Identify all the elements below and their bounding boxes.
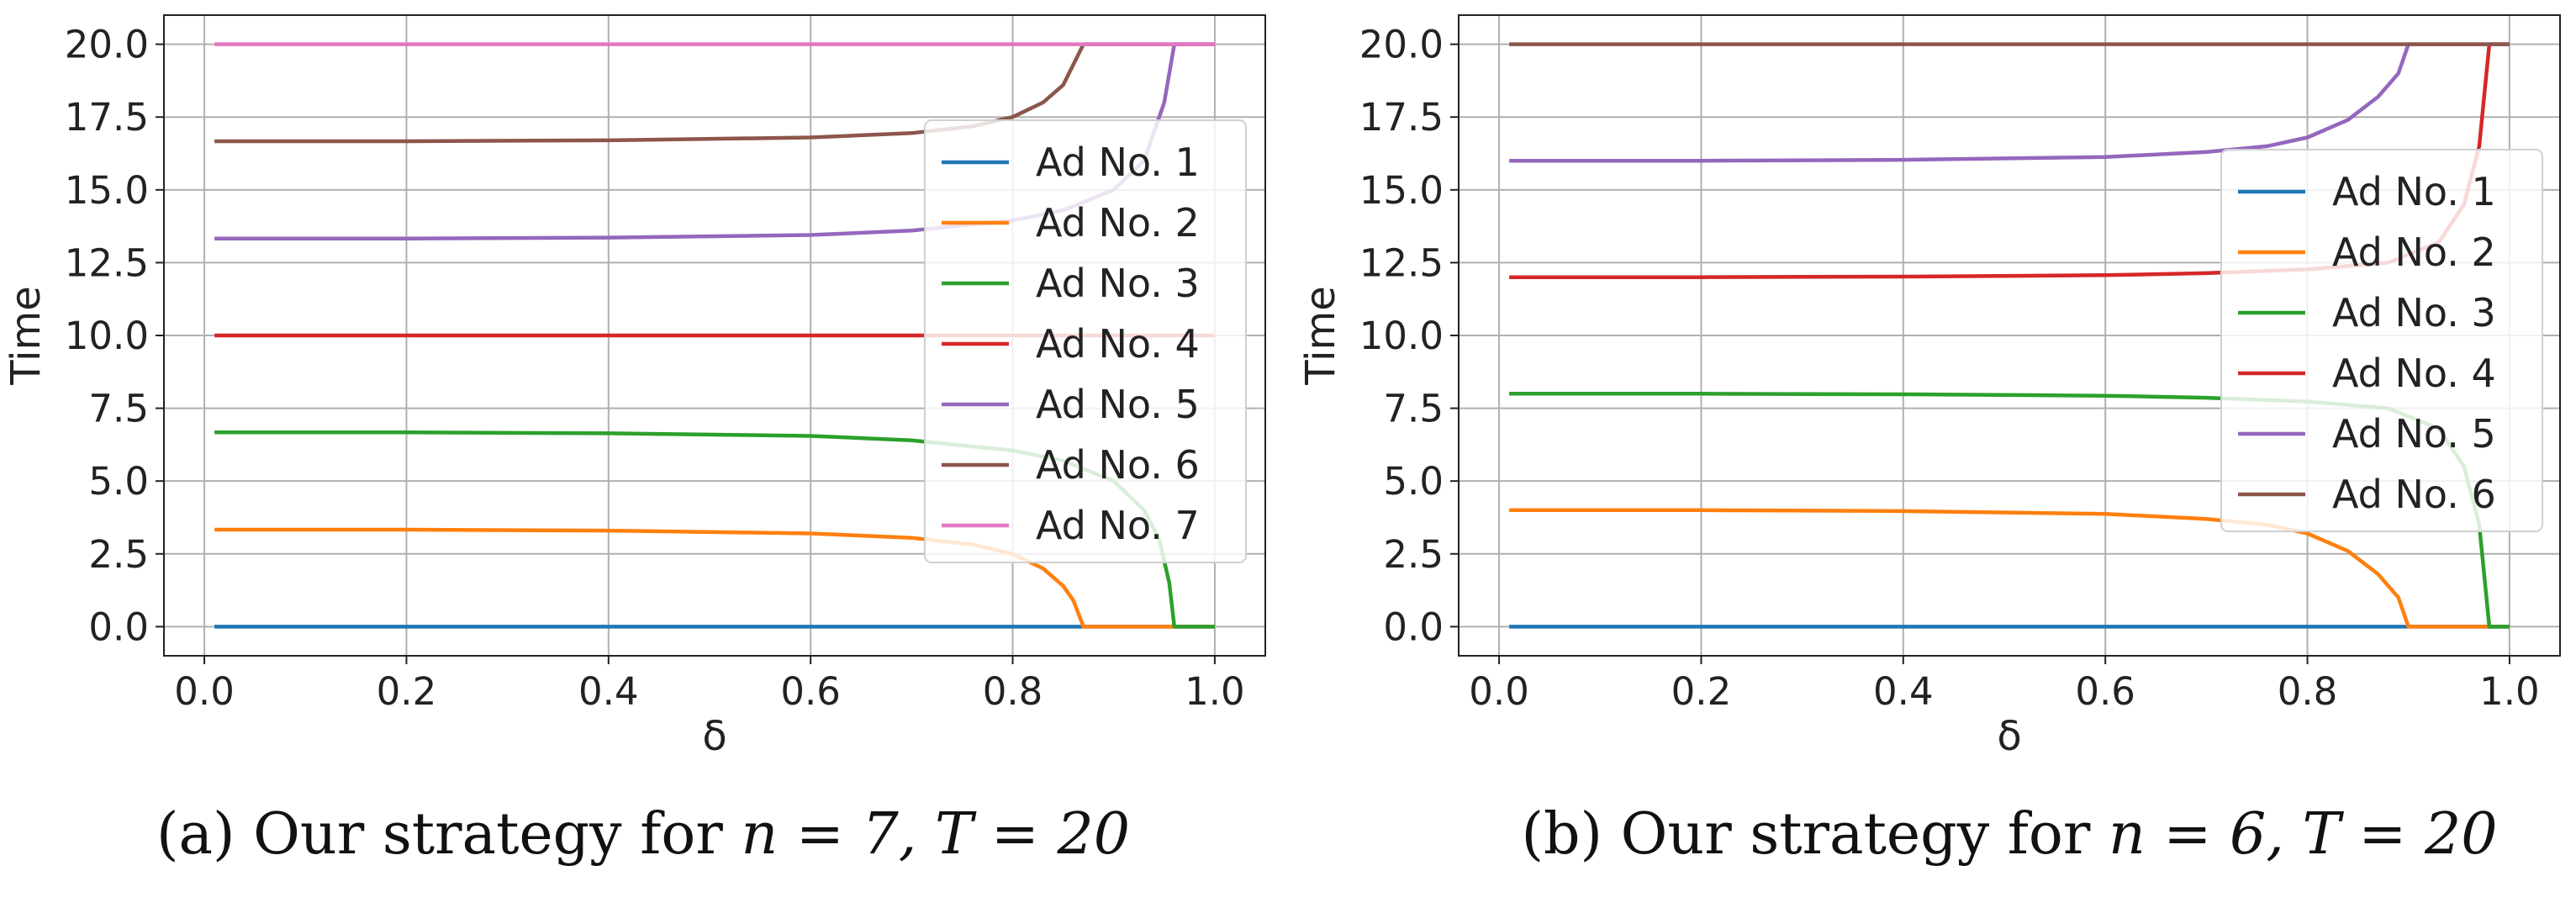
y-tick-label: 12.5 [65, 240, 149, 285]
y-tick-label: 10.0 [1359, 314, 1444, 358]
y-tick-label: 15.0 [1359, 168, 1444, 213]
y-tick-label: 12.5 [1359, 240, 1444, 285]
caption: (b) Our strategy for n = 6, T = 20 [1521, 801, 2497, 868]
x-tick-label: 0.0 [174, 669, 235, 714]
y-tick-label: 15.0 [65, 168, 149, 213]
legend: Ad No. 1 Ad No. 2 Ad No. 3 Ad No. 4 Ad No. 5… [924, 119, 1247, 563]
y-tick-label: 10.0 [65, 314, 149, 358]
legend-label-5: Ad No. 5 [1036, 382, 1200, 427]
caption-math: n = 6, T = 20 [2109, 801, 2498, 868]
axes-frame [1458, 14, 2561, 657]
caption-prefix: (b) Our strategy for [1521, 801, 2109, 868]
x-axis-label: δ [702, 713, 726, 760]
x-tick-label: 0.4 [1873, 669, 1934, 714]
legend-label-6: Ad No. 6 [2332, 472, 2496, 517]
y-axis-label: Time [3, 286, 50, 385]
x-tick-label: 0.4 [578, 669, 639, 714]
x-tick-label: 0.6 [2075, 669, 2135, 714]
caption: (a) Our strategy for n = 7, T = 20 [156, 801, 1130, 868]
legend-label-6: Ad No. 6 [1036, 442, 1200, 488]
y-tick-label: 7.5 [1383, 387, 1444, 431]
legend-label-2: Ad No. 2 [1036, 200, 1200, 245]
legend-label-3: Ad No. 3 [2332, 290, 2496, 335]
y-tick-label: 20.0 [65, 23, 149, 67]
x-tick-label: 1.0 [2479, 669, 2540, 714]
legend-label-4: Ad No. 4 [1036, 321, 1200, 367]
legend-label-2: Ad No. 2 [2332, 230, 2496, 275]
y-tick-label: 2.5 [1383, 532, 1444, 577]
x-tick-label: 0.2 [377, 669, 437, 714]
x-axis-label: δ [1997, 713, 2021, 760]
legend-label-7: Ad No. 7 [1036, 503, 1200, 548]
legend-label-1: Ad No. 1 [2332, 169, 2496, 214]
panel-a: 0.0 0.2 0.4 0.6 0.8 1.0 0.0 2.5 5.0 7.5 10.0 12.5 15… [3, 14, 1266, 868]
legend-box [924, 119, 1247, 563]
x-tick-label: 0.2 [1671, 669, 1732, 714]
y-tick-label: 17.5 [65, 95, 149, 140]
x-tick-label: 1.0 [1185, 669, 1245, 714]
y-tick-label: 7.5 [88, 387, 149, 431]
legend-label-1: Ad No. 1 [1036, 140, 1200, 185]
x-tick-label: 0.0 [1469, 669, 1529, 714]
legend: Ad No. 1 Ad No. 2 Ad No. 3 Ad No. 4 Ad No. 5… [2220, 149, 2543, 532]
series-line-5 [1509, 42, 2510, 163]
x-tick-label: 0.8 [983, 669, 1043, 714]
x-tick-label: 0.6 [780, 669, 841, 714]
y-tick-label: 2.5 [88, 532, 149, 577]
panel-b: 0.0 0.2 0.4 0.6 0.8 1.0 0.0 2.5 5.0 7.5 10.0 12.5 15… [1297, 14, 2561, 868]
y-axis-label: Time [1297, 286, 1344, 385]
caption-math: n = 7, T = 20 [741, 801, 1130, 868]
y-tick-label: 0.0 [88, 604, 149, 649]
legend-label-3: Ad No. 3 [1036, 261, 1200, 306]
caption-prefix: (a) Our strategy for [156, 801, 742, 868]
legend-box [2220, 149, 2543, 532]
y-tick-label: 5.0 [88, 459, 149, 504]
x-tick-label: 0.8 [2278, 669, 2338, 714]
axes-frame [163, 14, 1266, 657]
y-tick-label: 5.0 [1383, 459, 1444, 504]
legend-label-5: Ad No. 5 [2332, 411, 2496, 457]
legend-label-4: Ad No. 4 [2332, 351, 2496, 396]
y-tick-label: 17.5 [1359, 95, 1444, 140]
y-tick-label: 0.0 [1383, 604, 1444, 649]
y-tick-label: 20.0 [1359, 23, 1444, 67]
